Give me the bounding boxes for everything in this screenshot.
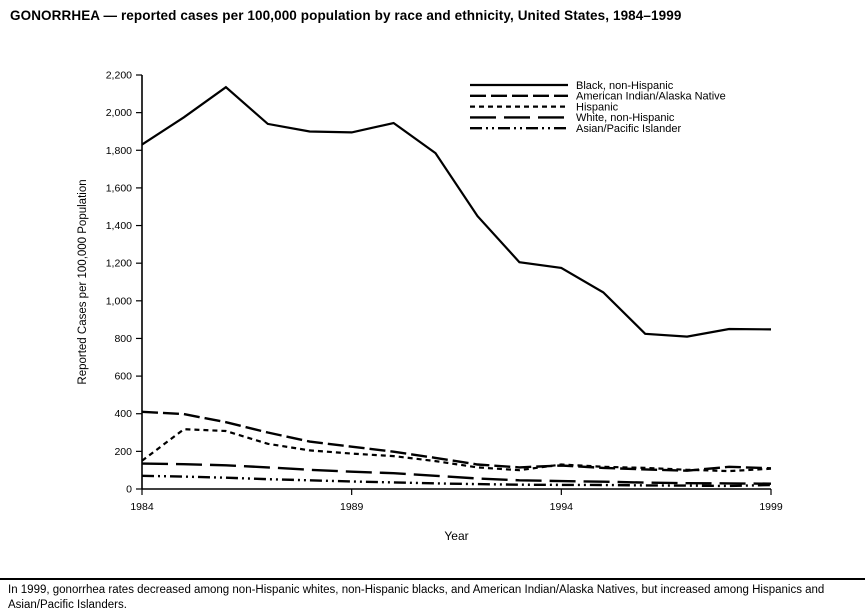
series-american-indian-alaska-native — [141, 410, 772, 472]
y-tick-label: 1,600 — [106, 182, 132, 194]
y-tick-label: 2,000 — [106, 107, 132, 119]
y-tick-label: 2,200 — [106, 70, 132, 82]
y-tick-label: 1,200 — [106, 258, 132, 270]
legend-label: Hispanic — [576, 101, 619, 113]
y-tick-label: 1,000 — [106, 295, 132, 307]
legend-label: Asian/Pacific Islander — [576, 123, 681, 135]
y-tick-label: 1,800 — [106, 145, 132, 157]
line-chart-canvas: 0 200 400 600 800 1,000 1,200 1,400 1,600 1,800 2,… — [77, 70, 783, 544]
y-tick-label: 200 — [114, 446, 132, 458]
y-tick-label: 400 — [114, 408, 132, 420]
series-asian-pacific-islander — [141, 474, 772, 488]
y-tick-label: 800 — [114, 333, 132, 345]
y-axis-title: Reported Cases per 100,000 Population — [77, 179, 89, 384]
y-tick-label: 600 — [114, 371, 132, 383]
series-black-non-hispanic — [141, 85, 772, 338]
x-tick-label: 1989 — [340, 501, 364, 513]
footnote-text: In 1999, gonorrhea rates decreased among… — [8, 584, 825, 611]
x-tick-label: 1984 — [130, 501, 154, 513]
x-tick-label: 1994 — [550, 501, 574, 513]
x-axis-title: Year — [444, 529, 468, 543]
series-white-non-hispanic — [141, 462, 772, 485]
series-hispanic — [141, 428, 772, 473]
x-tick-label: 1999 — [759, 501, 783, 513]
chart-title: GONORRHEA — reported cases per 100,000 p… — [10, 8, 682, 23]
legend-label: American Indian/Alaska Native — [576, 91, 726, 103]
footnote: In 1999, gonorrhea rates decreased among… — [0, 578, 865, 611]
legend-label: White, non-Hispanic — [576, 112, 675, 124]
y-tick-label: 1,400 — [106, 220, 132, 232]
legend-label: Black, non-Hispanic — [576, 80, 674, 92]
y-tick-label: 0 — [126, 484, 132, 496]
